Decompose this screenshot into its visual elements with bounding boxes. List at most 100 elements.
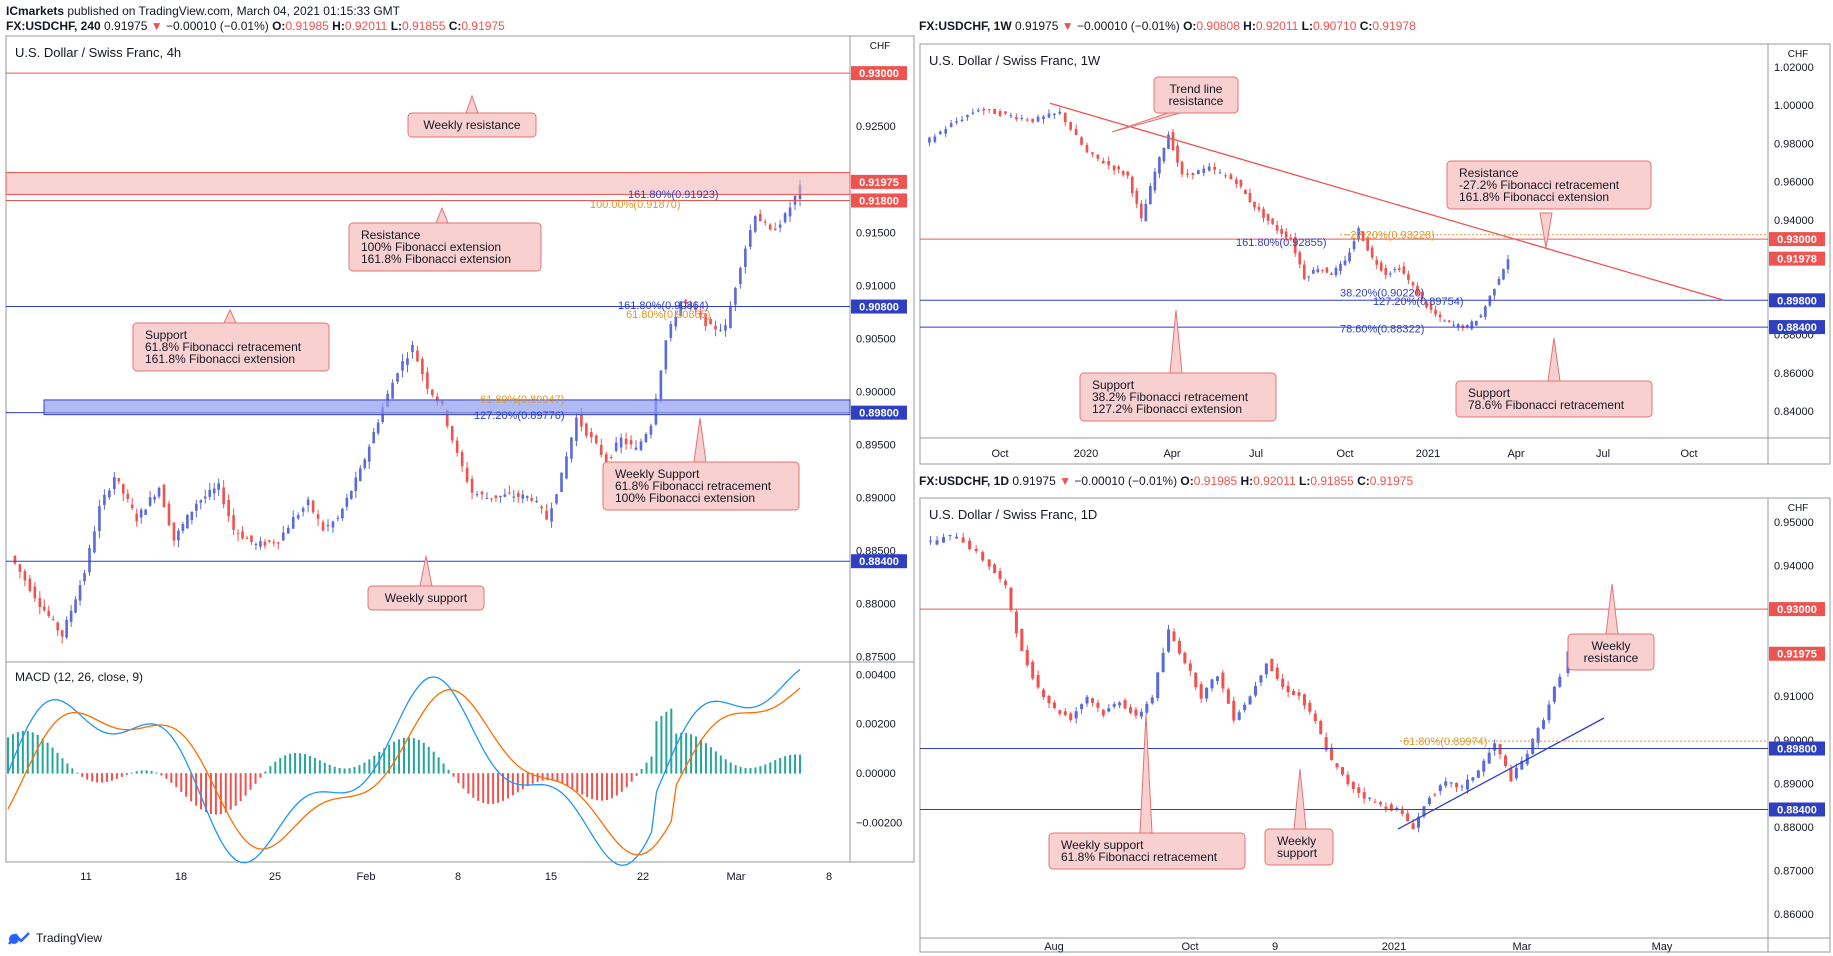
candle-body bbox=[649, 425, 653, 435]
candle-body bbox=[306, 499, 310, 506]
macd-histogram-bar bbox=[536, 773, 539, 782]
candle-body bbox=[121, 484, 125, 494]
candle-body bbox=[753, 216, 757, 232]
price-tag-label: 0.91978 bbox=[1777, 254, 1817, 266]
macd-histogram-bar bbox=[650, 756, 653, 774]
macd-histogram-bar bbox=[724, 759, 727, 774]
candle-body bbox=[1325, 267, 1329, 273]
legend-change: −0.00010 (−0.01%) bbox=[1074, 474, 1178, 488]
candle-body bbox=[1324, 737, 1328, 751]
candle-body bbox=[1509, 768, 1513, 782]
macd-histogram-bar bbox=[779, 758, 782, 774]
macd-histogram-bar bbox=[378, 751, 381, 774]
macd-histogram-bar bbox=[427, 746, 430, 774]
weekly-support-callout-1-text: 61.8% Fibonacci retracement bbox=[1061, 850, 1218, 864]
candle-body bbox=[350, 490, 353, 499]
price-tag bbox=[851, 299, 907, 314]
candle-body bbox=[590, 432, 593, 438]
candle-body bbox=[1293, 237, 1297, 254]
legend-close: 0.91975 bbox=[461, 19, 505, 33]
candle-body bbox=[1497, 278, 1501, 285]
macd-histogram-bar bbox=[630, 773, 633, 782]
candle-body bbox=[1286, 685, 1290, 693]
candle-body bbox=[38, 598, 42, 608]
candle-body bbox=[1361, 231, 1365, 241]
candle-body bbox=[1003, 580, 1008, 585]
candle-body bbox=[1400, 810, 1404, 814]
candle-body bbox=[714, 325, 717, 330]
candle-body bbox=[1047, 113, 1051, 118]
support-callout-pointer bbox=[223, 308, 237, 324]
macd-y-tick: 0.00400 bbox=[856, 669, 896, 681]
legend-h-label: H: bbox=[1240, 474, 1254, 488]
candle-body bbox=[1176, 145, 1179, 163]
price-tag bbox=[851, 405, 907, 420]
fib-label: 38.20%(0.90220) bbox=[1340, 287, 1424, 299]
candle-body bbox=[1118, 702, 1122, 706]
candle-body bbox=[1207, 166, 1211, 171]
candle-body bbox=[768, 224, 772, 230]
currency-label: CHF bbox=[1788, 503, 1809, 514]
candle-body bbox=[1134, 709, 1138, 716]
candle-body bbox=[1069, 713, 1073, 720]
macd-histogram-bar bbox=[398, 739, 401, 774]
candle-body bbox=[1393, 269, 1397, 271]
price-tag-label: 0.88400 bbox=[1777, 804, 1817, 816]
candle-body bbox=[401, 361, 404, 371]
candle-body bbox=[1335, 763, 1339, 768]
chart-title: U.S. Dollar / Swiss Franc, 1W bbox=[929, 53, 1101, 68]
price-tag-label: 0.89800 bbox=[1777, 743, 1817, 755]
legend-d1: FX:USDCHF, 1D 0.91975 ▼ −0.00010 (−0.01%… bbox=[919, 474, 1413, 488]
macd-histogram-bar bbox=[165, 773, 168, 779]
macd-histogram-bar bbox=[86, 773, 89, 780]
macd-histogram-bar bbox=[412, 738, 415, 774]
y-tick-label: 0.86000 bbox=[1774, 368, 1814, 380]
candle-body bbox=[1264, 663, 1268, 675]
candle-body bbox=[60, 630, 64, 637]
candle-body bbox=[1139, 711, 1143, 717]
candle-body bbox=[982, 109, 986, 111]
macd-histogram-bar bbox=[749, 768, 752, 774]
macd-histogram-bar bbox=[106, 773, 108, 782]
candle-body bbox=[490, 498, 493, 500]
macd-histogram-bar bbox=[200, 773, 203, 810]
candle-body bbox=[993, 564, 997, 574]
y-tick-label: 0.88000 bbox=[1774, 822, 1814, 834]
candle-body bbox=[259, 541, 262, 547]
macd-histogram-bar bbox=[640, 769, 643, 774]
x-tick-label: 8 bbox=[455, 871, 461, 883]
trend-line-callout-text: resistance bbox=[1169, 94, 1224, 108]
x-tick-label: Jul bbox=[1596, 448, 1610, 460]
fib-label: 61.80%(0.90865) bbox=[626, 309, 710, 321]
candle-body bbox=[1042, 116, 1045, 120]
y-tick-label: 1.00000 bbox=[1774, 100, 1814, 112]
price-tag-label: 0.90800 bbox=[859, 302, 899, 314]
macd-histogram-bar bbox=[244, 773, 247, 796]
legend-open: 0.91985 bbox=[285, 19, 329, 33]
macd-histogram-bar bbox=[695, 736, 698, 774]
candle-body bbox=[241, 531, 244, 539]
support-callout-pointer bbox=[1169, 309, 1183, 374]
candle-body bbox=[117, 478, 121, 482]
tradingview-brand[interactable]: TradingView bbox=[6, 930, 102, 946]
macd-histogram-bar bbox=[467, 773, 470, 794]
macd-histogram-bar bbox=[714, 751, 717, 774]
macd-histogram-bar bbox=[209, 773, 212, 814]
candle-body bbox=[659, 370, 663, 399]
candle-body bbox=[1474, 320, 1478, 326]
candle-body bbox=[1433, 794, 1437, 796]
price-tag bbox=[1769, 646, 1825, 661]
candle-body bbox=[639, 441, 643, 451]
candle-body bbox=[1411, 823, 1415, 830]
candle-body bbox=[634, 447, 638, 450]
candle-body bbox=[135, 513, 139, 522]
candle-body bbox=[455, 440, 459, 453]
y-tick-label: 0.89000 bbox=[856, 493, 896, 505]
macd-histogram-bar bbox=[219, 773, 222, 815]
support-callout-text: 127.2% Fibonacci extension bbox=[1092, 402, 1242, 416]
candle-body bbox=[1542, 720, 1546, 729]
candle-body bbox=[966, 114, 969, 118]
candle-body bbox=[1465, 325, 1469, 328]
macd-histogram-bar bbox=[289, 753, 292, 774]
candle-body bbox=[460, 452, 464, 467]
